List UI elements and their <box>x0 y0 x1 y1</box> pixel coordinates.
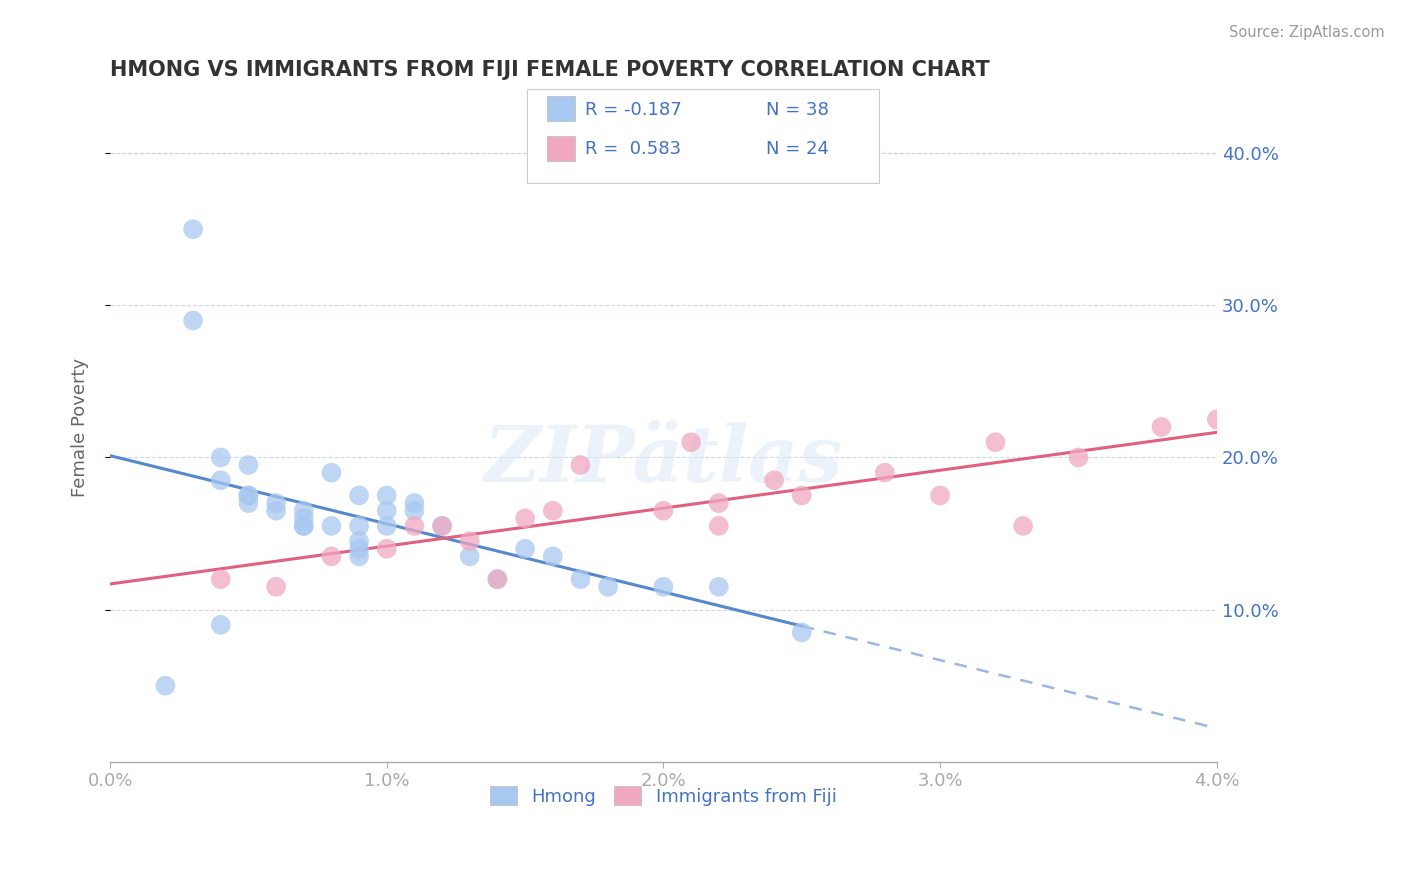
Point <box>1012 519 1035 533</box>
Point <box>458 534 481 549</box>
Point <box>375 488 398 502</box>
Point <box>513 511 536 525</box>
Point <box>652 504 675 518</box>
Text: N = 38: N = 38 <box>766 101 830 119</box>
Point <box>321 519 343 533</box>
Point <box>541 549 564 564</box>
Text: ZIPätlas: ZIPätlas <box>484 422 844 499</box>
Point <box>404 496 426 510</box>
Point <box>541 504 564 518</box>
Point <box>264 504 287 518</box>
Point <box>321 549 343 564</box>
Point <box>404 519 426 533</box>
Point <box>652 580 675 594</box>
Point <box>1067 450 1090 465</box>
Point <box>264 496 287 510</box>
Point <box>264 580 287 594</box>
Point <box>486 572 509 586</box>
Point <box>1205 412 1227 426</box>
Point <box>347 519 370 533</box>
Point <box>569 458 592 472</box>
Point <box>513 541 536 556</box>
Point <box>1150 420 1173 434</box>
Legend: Hmong, Immigrants from Fiji: Hmong, Immigrants from Fiji <box>482 780 844 813</box>
Point <box>707 519 730 533</box>
Point <box>209 473 232 487</box>
Point <box>404 504 426 518</box>
Point <box>292 504 315 518</box>
Point <box>321 466 343 480</box>
Point <box>790 625 813 640</box>
Point <box>873 466 896 480</box>
Text: Source: ZipAtlas.com: Source: ZipAtlas.com <box>1229 25 1385 40</box>
Point <box>209 617 232 632</box>
Point <box>347 488 370 502</box>
Point <box>763 473 786 487</box>
Point <box>569 572 592 586</box>
Text: N = 24: N = 24 <box>766 140 830 158</box>
Point <box>292 511 315 525</box>
Point <box>155 679 177 693</box>
Point <box>486 572 509 586</box>
Point <box>790 488 813 502</box>
Text: R =  0.583: R = 0.583 <box>585 140 681 158</box>
Point <box>181 313 204 327</box>
Point <box>209 450 232 465</box>
Point <box>375 504 398 518</box>
Point <box>430 519 453 533</box>
Point <box>984 435 1007 450</box>
Point <box>292 519 315 533</box>
Text: R = -0.187: R = -0.187 <box>585 101 682 119</box>
Point <box>238 496 260 510</box>
Point <box>375 519 398 533</box>
Point <box>458 549 481 564</box>
Point <box>238 488 260 502</box>
Point <box>238 488 260 502</box>
Point <box>707 580 730 594</box>
Point <box>238 458 260 472</box>
Point <box>707 496 730 510</box>
Point <box>430 519 453 533</box>
Point <box>681 435 703 450</box>
Point <box>929 488 952 502</box>
Point <box>347 541 370 556</box>
Point <box>347 549 370 564</box>
Point <box>181 222 204 236</box>
Point <box>209 572 232 586</box>
Point <box>596 580 619 594</box>
Point <box>375 541 398 556</box>
Text: HMONG VS IMMIGRANTS FROM FIJI FEMALE POVERTY CORRELATION CHART: HMONG VS IMMIGRANTS FROM FIJI FEMALE POV… <box>110 60 990 79</box>
Y-axis label: Female Poverty: Female Poverty <box>72 358 89 497</box>
Point <box>292 519 315 533</box>
Point <box>347 534 370 549</box>
